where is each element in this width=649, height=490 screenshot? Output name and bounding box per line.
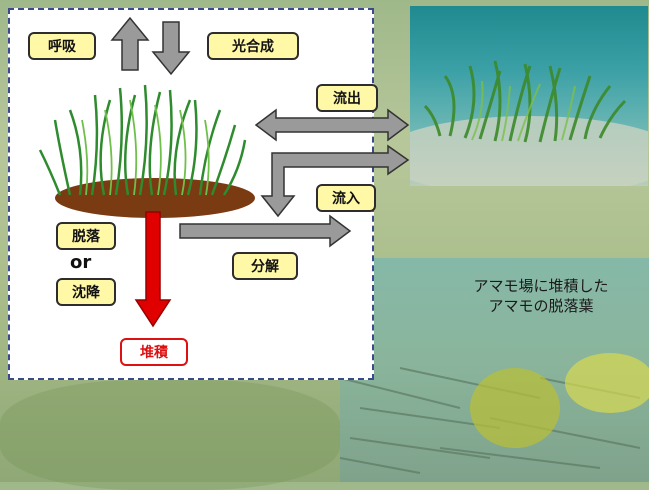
photo-caption-line2: アマモの脱落葉 bbox=[488, 297, 594, 315]
deposition-label: 堆積 bbox=[120, 338, 188, 366]
shedding-label: 脱落 bbox=[56, 222, 116, 250]
outflow-label: 流出 bbox=[316, 84, 378, 112]
photo-caption: アマモ場に堆積した アマモの脱落葉 bbox=[436, 276, 646, 316]
photosynthesis-arrow bbox=[151, 21, 191, 76]
background-seagrass bbox=[0, 380, 340, 490]
decomposition-label: 分解 bbox=[232, 252, 298, 280]
sinking-label: 沈降 bbox=[56, 278, 116, 306]
respiration-label: 呼吸 bbox=[28, 32, 96, 60]
inflow-label: 流入 bbox=[316, 184, 376, 212]
sediment-mound bbox=[55, 178, 255, 218]
deposited-leaves-photo: アマモ場に堆積した アマモの脱落葉 bbox=[340, 258, 649, 482]
deposition-arrow bbox=[134, 211, 172, 328]
outflow-arrow bbox=[254, 108, 410, 142]
photo-caption-line1: アマモ場に堆積した bbox=[473, 277, 609, 295]
respiration-arrow bbox=[110, 16, 150, 71]
or-text: or bbox=[70, 252, 92, 273]
seagrass-bed-photo bbox=[410, 6, 648, 186]
inflow-arrow bbox=[260, 144, 410, 218]
decomposition-arrow bbox=[179, 214, 352, 248]
photosynthesis-label: 光合成 bbox=[207, 32, 299, 60]
